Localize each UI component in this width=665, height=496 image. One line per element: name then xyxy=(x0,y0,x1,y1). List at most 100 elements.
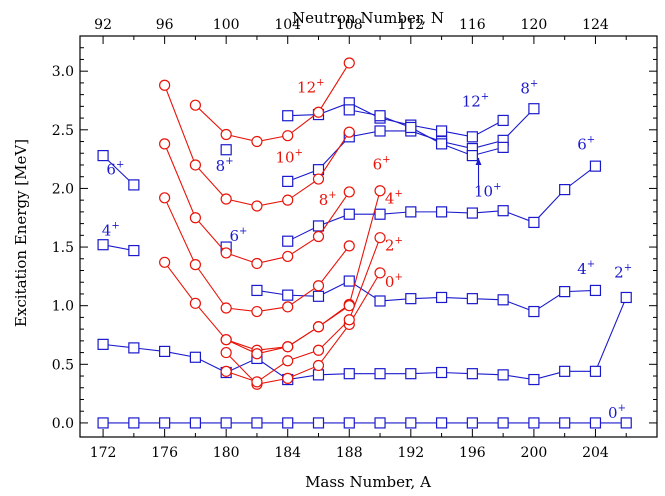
spin-parity-sup: + xyxy=(618,403,626,414)
data-point-square xyxy=(435,206,448,218)
y-tick-label: 1.5 xyxy=(52,240,74,256)
data-point-circle xyxy=(220,193,232,205)
data-point-circle xyxy=(220,365,232,377)
spin-parity-sup: + xyxy=(295,148,303,159)
series-17 xyxy=(159,138,355,270)
data-point-square xyxy=(220,417,232,429)
spin-parity-sup: + xyxy=(394,236,402,247)
data-point-square xyxy=(159,345,171,358)
data-point-circle xyxy=(312,280,325,292)
spin-parity-sup: + xyxy=(316,77,324,88)
data-point-square xyxy=(343,417,355,429)
data-point-square xyxy=(620,417,632,429)
spin-parity-sup: + xyxy=(394,189,402,200)
data-point-circle xyxy=(189,99,201,111)
data-point-circle xyxy=(282,301,294,313)
x-tick-label: 188 xyxy=(336,445,363,461)
y-tick-label: 2.0 xyxy=(52,181,74,197)
series-1 xyxy=(97,417,632,429)
data-point-square xyxy=(528,417,540,429)
data-point-circle xyxy=(374,185,386,197)
data-point-circle xyxy=(343,126,355,138)
data-point-square xyxy=(128,417,140,429)
data-point-circle xyxy=(312,321,325,333)
data-point-square xyxy=(282,289,294,301)
data-point-circle xyxy=(374,267,386,279)
data-point-circle xyxy=(374,232,386,244)
x-tick-label: 176 xyxy=(151,445,178,461)
x2-axis-title: Neutron Number, N xyxy=(292,9,444,27)
y-tick-label: 1.0 xyxy=(52,299,74,315)
data-point-square xyxy=(343,275,355,287)
x-tick-label: 172 xyxy=(90,445,117,461)
data-point-circle xyxy=(251,200,263,212)
spin-parity-sup: + xyxy=(382,155,390,166)
data-point-square xyxy=(435,291,448,304)
data-point-circle xyxy=(312,173,325,185)
x2-tick-label: 96 xyxy=(156,17,174,33)
series-13 xyxy=(220,232,386,388)
x-tick-label: 196 xyxy=(459,445,486,461)
data-point-circle xyxy=(159,256,171,268)
data-point-circle xyxy=(189,159,201,171)
data-point-square xyxy=(435,138,448,150)
plot-frame xyxy=(79,35,658,438)
data-point-square xyxy=(528,103,540,115)
data-point-circle xyxy=(189,212,201,224)
data-point-square xyxy=(589,417,602,429)
spin-parity-sup: + xyxy=(111,220,119,231)
spin-parity-sup: + xyxy=(328,190,336,201)
data-point-square xyxy=(528,373,540,386)
data-point-circle xyxy=(220,128,232,141)
data-point-square xyxy=(312,220,325,232)
data-point-circle xyxy=(343,300,355,312)
data-point-square xyxy=(343,104,355,116)
data-point-square xyxy=(97,417,109,429)
x2-tick-label: 104 xyxy=(274,17,301,33)
x-tick-label: 204 xyxy=(582,445,609,461)
data-point-circle xyxy=(159,192,171,204)
x2-tick-label: 108 xyxy=(336,17,363,33)
series-19 xyxy=(189,57,355,148)
data-point-circle xyxy=(282,194,294,206)
data-point-circle xyxy=(343,57,355,69)
data-point-square xyxy=(374,208,386,220)
data-point-square xyxy=(435,125,448,137)
data-point-circle xyxy=(189,297,201,309)
data-point-square xyxy=(374,110,386,122)
data-point-square xyxy=(282,417,294,429)
data-point-square xyxy=(435,366,448,379)
data-point-circle xyxy=(220,334,232,346)
data-point-circle xyxy=(312,106,325,118)
x-axis-title: Mass Number, A xyxy=(305,473,431,491)
data-point-square xyxy=(466,207,478,219)
data-point-square xyxy=(589,365,602,377)
data-point-square xyxy=(559,365,571,377)
data-point-square xyxy=(343,368,355,380)
spin-parity-sup: + xyxy=(587,259,595,270)
data-point-square xyxy=(620,291,632,304)
data-point-square xyxy=(312,369,325,381)
series-7 xyxy=(343,104,509,162)
x-tick-label: 180 xyxy=(213,445,240,461)
data-point-square xyxy=(312,290,325,302)
spin-parity-sup: + xyxy=(225,156,233,167)
data-point-square xyxy=(159,417,171,429)
data-point-square xyxy=(189,417,201,429)
data-point-square xyxy=(435,417,448,429)
data-point-circle xyxy=(282,372,294,384)
x2-tick-label: 92 xyxy=(94,17,112,33)
data-point-square xyxy=(497,417,509,429)
data-point-circle xyxy=(159,138,171,150)
data-point-circle xyxy=(220,247,232,259)
spin-parity-sup: + xyxy=(587,135,595,146)
x2-tick-label: 120 xyxy=(521,17,548,33)
data-point-square xyxy=(466,293,478,305)
data-point-square xyxy=(128,342,140,354)
data-point-circle xyxy=(282,130,294,142)
data-point-square xyxy=(405,368,417,380)
data-point-square xyxy=(497,114,509,127)
plot-layer: 172 176 180 184 188 192 196 200 204 92 96 100 104 108… xyxy=(52,17,658,461)
data-point-circle xyxy=(312,230,325,243)
